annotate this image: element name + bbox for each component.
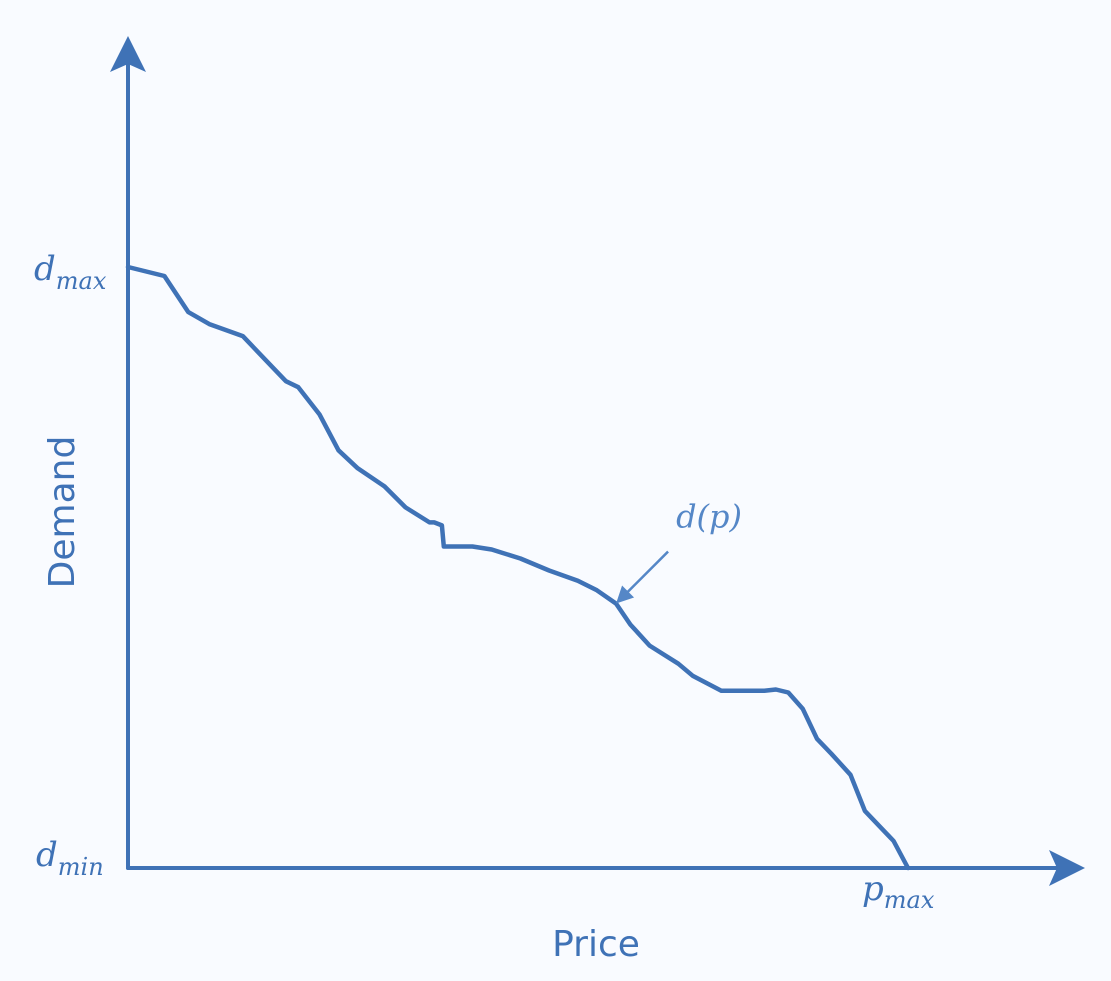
- y-tick-label-dmin: dmin: [36, 835, 104, 881]
- curve-annotation: d(p): [676, 498, 742, 536]
- annotation-arrow-line: [625, 550, 669, 595]
- x-axis-title: Price: [552, 924, 640, 965]
- y-axis-title: Demand: [42, 436, 83, 589]
- y-tick-label-dmax: dmax: [34, 249, 107, 295]
- demand-curve-line: [125, 264, 911, 871]
- x-axis-arrow-icon: [1049, 850, 1085, 886]
- x-tick-label-pmax: pmax: [862, 869, 935, 914]
- annotation-arrow-icon: [616, 585, 635, 604]
- y-axis-arrow-icon: [110, 36, 146, 72]
